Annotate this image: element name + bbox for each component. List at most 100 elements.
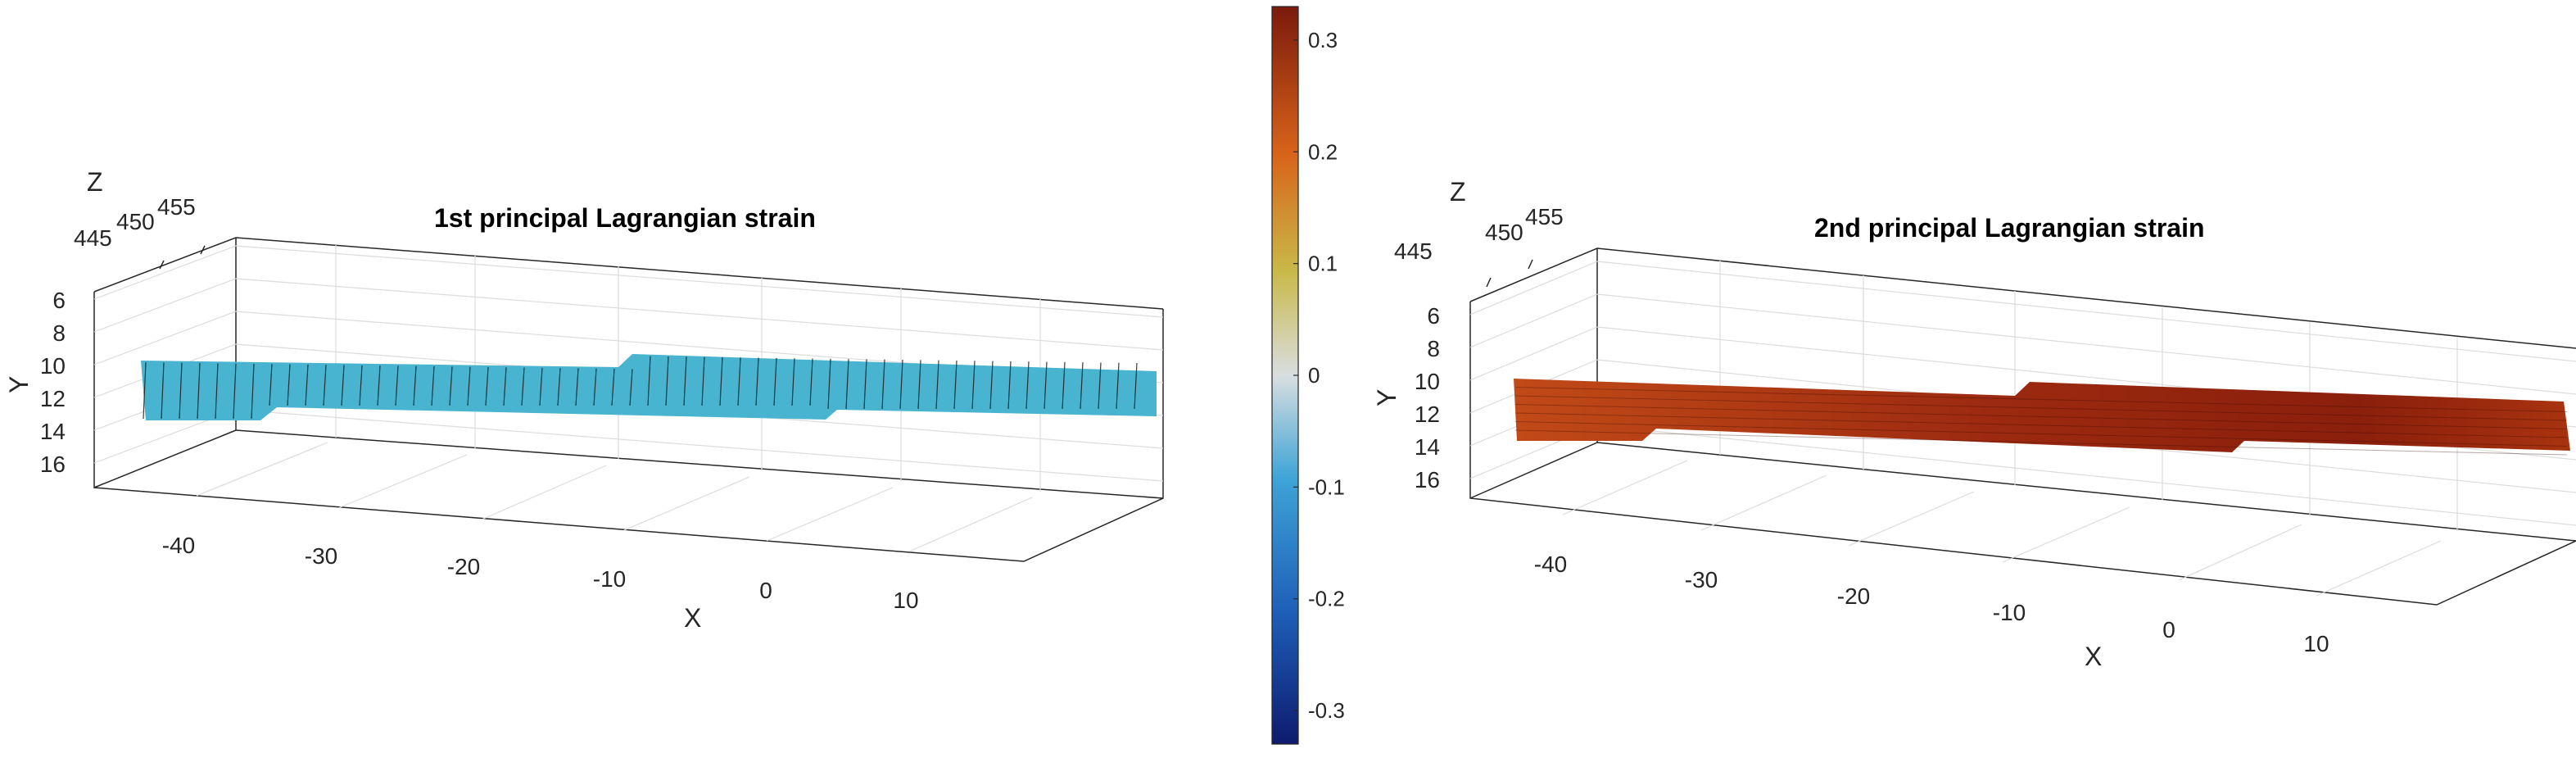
- x-axis-label: X: [684, 603, 701, 633]
- axes-box: [93, 237, 1164, 562]
- mesh-line: [917, 360, 921, 410]
- y-axis-label: Y: [1372, 389, 1401, 406]
- z-tick-label: 455: [1525, 204, 1564, 229]
- mesh-line: [197, 362, 201, 420]
- colorbar-tick-label: -0.3: [1308, 698, 1345, 723]
- mesh-line: [539, 367, 543, 406]
- mesh-line: [935, 360, 939, 410]
- y-tick-label: 6: [1427, 303, 1440, 329]
- z-tick-label: 455: [157, 194, 196, 220]
- mesh-line: [323, 365, 327, 406]
- plot-1st-principal-strain: 445 450 455 6 8 10 12 14 16 -40 -30 -20 …: [4, 167, 1164, 633]
- mesh-line: [557, 368, 561, 406]
- x-tick-label: -30: [305, 543, 337, 569]
- mesh-line: [773, 357, 777, 406]
- x-tick-label: 10: [893, 588, 918, 613]
- colorbar-tick-label: 0.2: [1308, 139, 1338, 164]
- mesh-line: [1514, 429, 2568, 456]
- mesh-line: [143, 362, 147, 420]
- mesh-line: [971, 361, 976, 410]
- y-axis-label: Y: [4, 376, 34, 393]
- mesh-line: [341, 365, 345, 406]
- z-axis-ticks: 445 450 455: [74, 194, 206, 270]
- mesh-line: [179, 362, 183, 420]
- mesh-line: [287, 364, 291, 406]
- mesh-line: [1062, 361, 1066, 410]
- y-tick-label: 14: [40, 419, 66, 444]
- mesh-line: [611, 369, 615, 406]
- mesh-line: [467, 366, 471, 406]
- y-tick-label: 16: [40, 452, 66, 477]
- mesh-line: [989, 361, 994, 410]
- mesh-line: [719, 356, 723, 406]
- colorbar-tick-label: -0.1: [1308, 474, 1345, 499]
- y-tick-label: 8: [1427, 336, 1440, 361]
- colorbar-tick-label: -0.2: [1308, 587, 1345, 611]
- mesh-line: [809, 358, 813, 406]
- mesh-line: [305, 364, 309, 406]
- mesh-line: [845, 359, 849, 410]
- y-tick-label: 10: [1415, 369, 1440, 394]
- colorbar: 0.3 0.2 0.1 0 -0.1 -0.2 -0.3: [1271, 6, 1345, 745]
- colorbar-tick-label: 0: [1308, 363, 1320, 388]
- strain-surface: [141, 354, 1157, 420]
- mesh-line: [233, 363, 237, 420]
- mesh-line: [1514, 421, 2568, 447]
- x-tick-label: 0: [2162, 617, 2175, 642]
- mesh-line: [449, 366, 453, 406]
- mesh-line: [431, 365, 435, 406]
- mesh-line: [413, 365, 417, 406]
- strain-surface: [1514, 379, 2570, 456]
- mesh-line: [1134, 362, 1138, 410]
- x-tick-label: -40: [1534, 551, 1567, 577]
- mesh-line: [755, 357, 759, 406]
- z-tick-label: 445: [74, 225, 112, 251]
- z-axis-label: Z: [87, 167, 103, 197]
- mesh-line: [593, 368, 597, 406]
- y-tick-label: 12: [40, 386, 66, 411]
- mesh-line: [1007, 361, 1012, 410]
- mesh-line: [629, 369, 633, 406]
- x-tick-label: -30: [1685, 567, 1718, 592]
- x-axis-ticks: -40 -30 -20 -10 0 10: [162, 533, 919, 613]
- x-axis-label: X: [2085, 642, 2102, 671]
- y-tick-label: 8: [52, 320, 66, 346]
- x-tick-label: -20: [447, 554, 480, 579]
- mesh-line: [683, 356, 687, 406]
- mesh-line: [485, 366, 489, 406]
- mesh-line: [899, 359, 903, 410]
- mesh-line: [503, 367, 507, 406]
- y-tick-label: 6: [52, 288, 66, 313]
- mesh-line: [863, 359, 867, 410]
- mesh-line: [251, 363, 255, 420]
- mesh-line: [827, 358, 831, 410]
- z-tick-label: 445: [1394, 238, 1433, 264]
- y-tick-label: 16: [1415, 467, 1440, 492]
- mesh-line: [1514, 387, 2568, 412]
- mesh-line: [359, 365, 363, 406]
- plot-2nd-principal-strain: 445 450 455 6 8 10 12 14 16 -40 -30 -20 …: [1372, 177, 2576, 671]
- z-tick-label: 450: [116, 209, 155, 234]
- mesh-line: [1080, 362, 1084, 410]
- plot-title: 1st principal Lagrangian strain: [434, 203, 816, 233]
- mesh-line: [1514, 412, 2568, 438]
- mesh-line: [665, 356, 669, 406]
- x-tick-label: -40: [162, 533, 195, 558]
- mesh-line: [953, 360, 958, 410]
- mesh-line: [791, 358, 795, 406]
- colorbar-tick-label: 0.3: [1308, 28, 1338, 52]
- y-tick-label: 12: [1415, 402, 1440, 427]
- x-tick-label: 10: [2303, 631, 2329, 656]
- x-axis-ticks: -40 -30 -20 -10 0 10: [1534, 551, 2329, 656]
- mesh-line: [521, 367, 525, 406]
- mesh-line: [1514, 395, 2568, 421]
- mesh-line: [161, 362, 165, 420]
- colorbar-tick-label: 0.1: [1308, 252, 1338, 276]
- mesh-line: [377, 365, 381, 406]
- mesh-line: [647, 356, 651, 406]
- mesh-line: [1098, 362, 1102, 410]
- x-tick-label: -10: [593, 566, 626, 592]
- mesh-line: [395, 365, 399, 406]
- mesh-line: [1116, 362, 1120, 410]
- mesh-line: [737, 357, 741, 406]
